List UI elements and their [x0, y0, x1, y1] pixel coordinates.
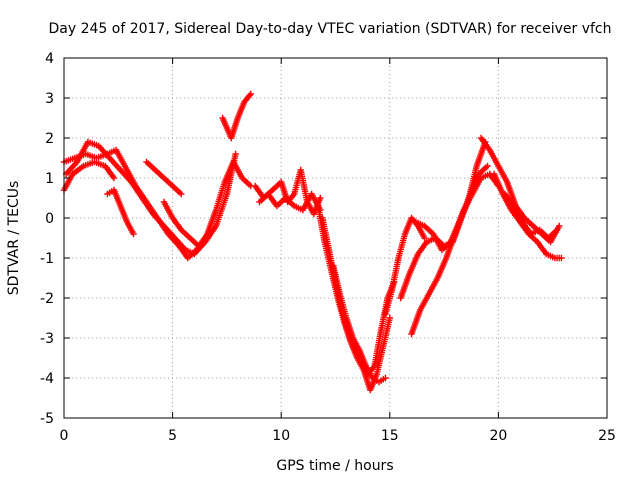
x-tick-label-3: 15	[381, 428, 399, 444]
x-tick-label-0: 0	[60, 428, 69, 444]
data-point-s4-4	[178, 190, 185, 198]
data-point-s2-5	[110, 174, 118, 182]
y-axis-label: SDTVAR / TECUs	[6, 181, 22, 296]
data-marks	[60, 90, 565, 394]
data-point-s7-9	[317, 194, 324, 202]
data-point-s1-16	[232, 150, 239, 158]
x-tick-label-1: 5	[168, 428, 177, 444]
data-point-s6-4	[247, 90, 254, 98]
x-tick-label-2: 10	[272, 428, 290, 444]
plot-frame	[63, 57, 608, 419]
y-tick-label-3: -2	[40, 291, 54, 307]
y-tick-label-6: 1	[45, 171, 54, 187]
y-tick-label-4: -1	[40, 251, 54, 267]
chart-title: Day 245 of 2017, Sidereal Day-to-day VTE…	[48, 21, 611, 37]
data-point-s16-9	[556, 222, 563, 230]
x-axis-ticks: 0 5 10 15 20 25	[60, 58, 616, 444]
y-tick-label-1: -4	[40, 371, 54, 387]
x-axis-label: GPS time / hours	[276, 458, 393, 474]
data-point-s5-4	[195, 242, 202, 250]
data-point-s17-8	[558, 254, 565, 262]
data-point-s18-6	[553, 226, 561, 234]
y-axis-ticks: -5 -4 -3 -2 -1 0 1 2 3 4	[40, 51, 607, 427]
data-point-s3-4	[130, 230, 137, 238]
data-point-s10-11	[386, 314, 393, 322]
data-point-s13-10	[484, 162, 491, 170]
y-tick-label-8: 3	[45, 91, 54, 107]
grid	[64, 58, 607, 418]
x-tick-label-5: 25	[598, 428, 616, 444]
data-point-s12-6	[421, 234, 428, 242]
y-tick-label-7: 2	[45, 131, 54, 147]
y-tick-label-9: 4	[45, 51, 54, 67]
y-tick-label-5: 0	[45, 211, 54, 227]
y-tick-label-0: -5	[40, 411, 54, 427]
y-tick-label-2: -3	[40, 331, 54, 347]
data-point-s11-8	[382, 374, 389, 382]
x-tick-label-4: 20	[489, 428, 507, 444]
